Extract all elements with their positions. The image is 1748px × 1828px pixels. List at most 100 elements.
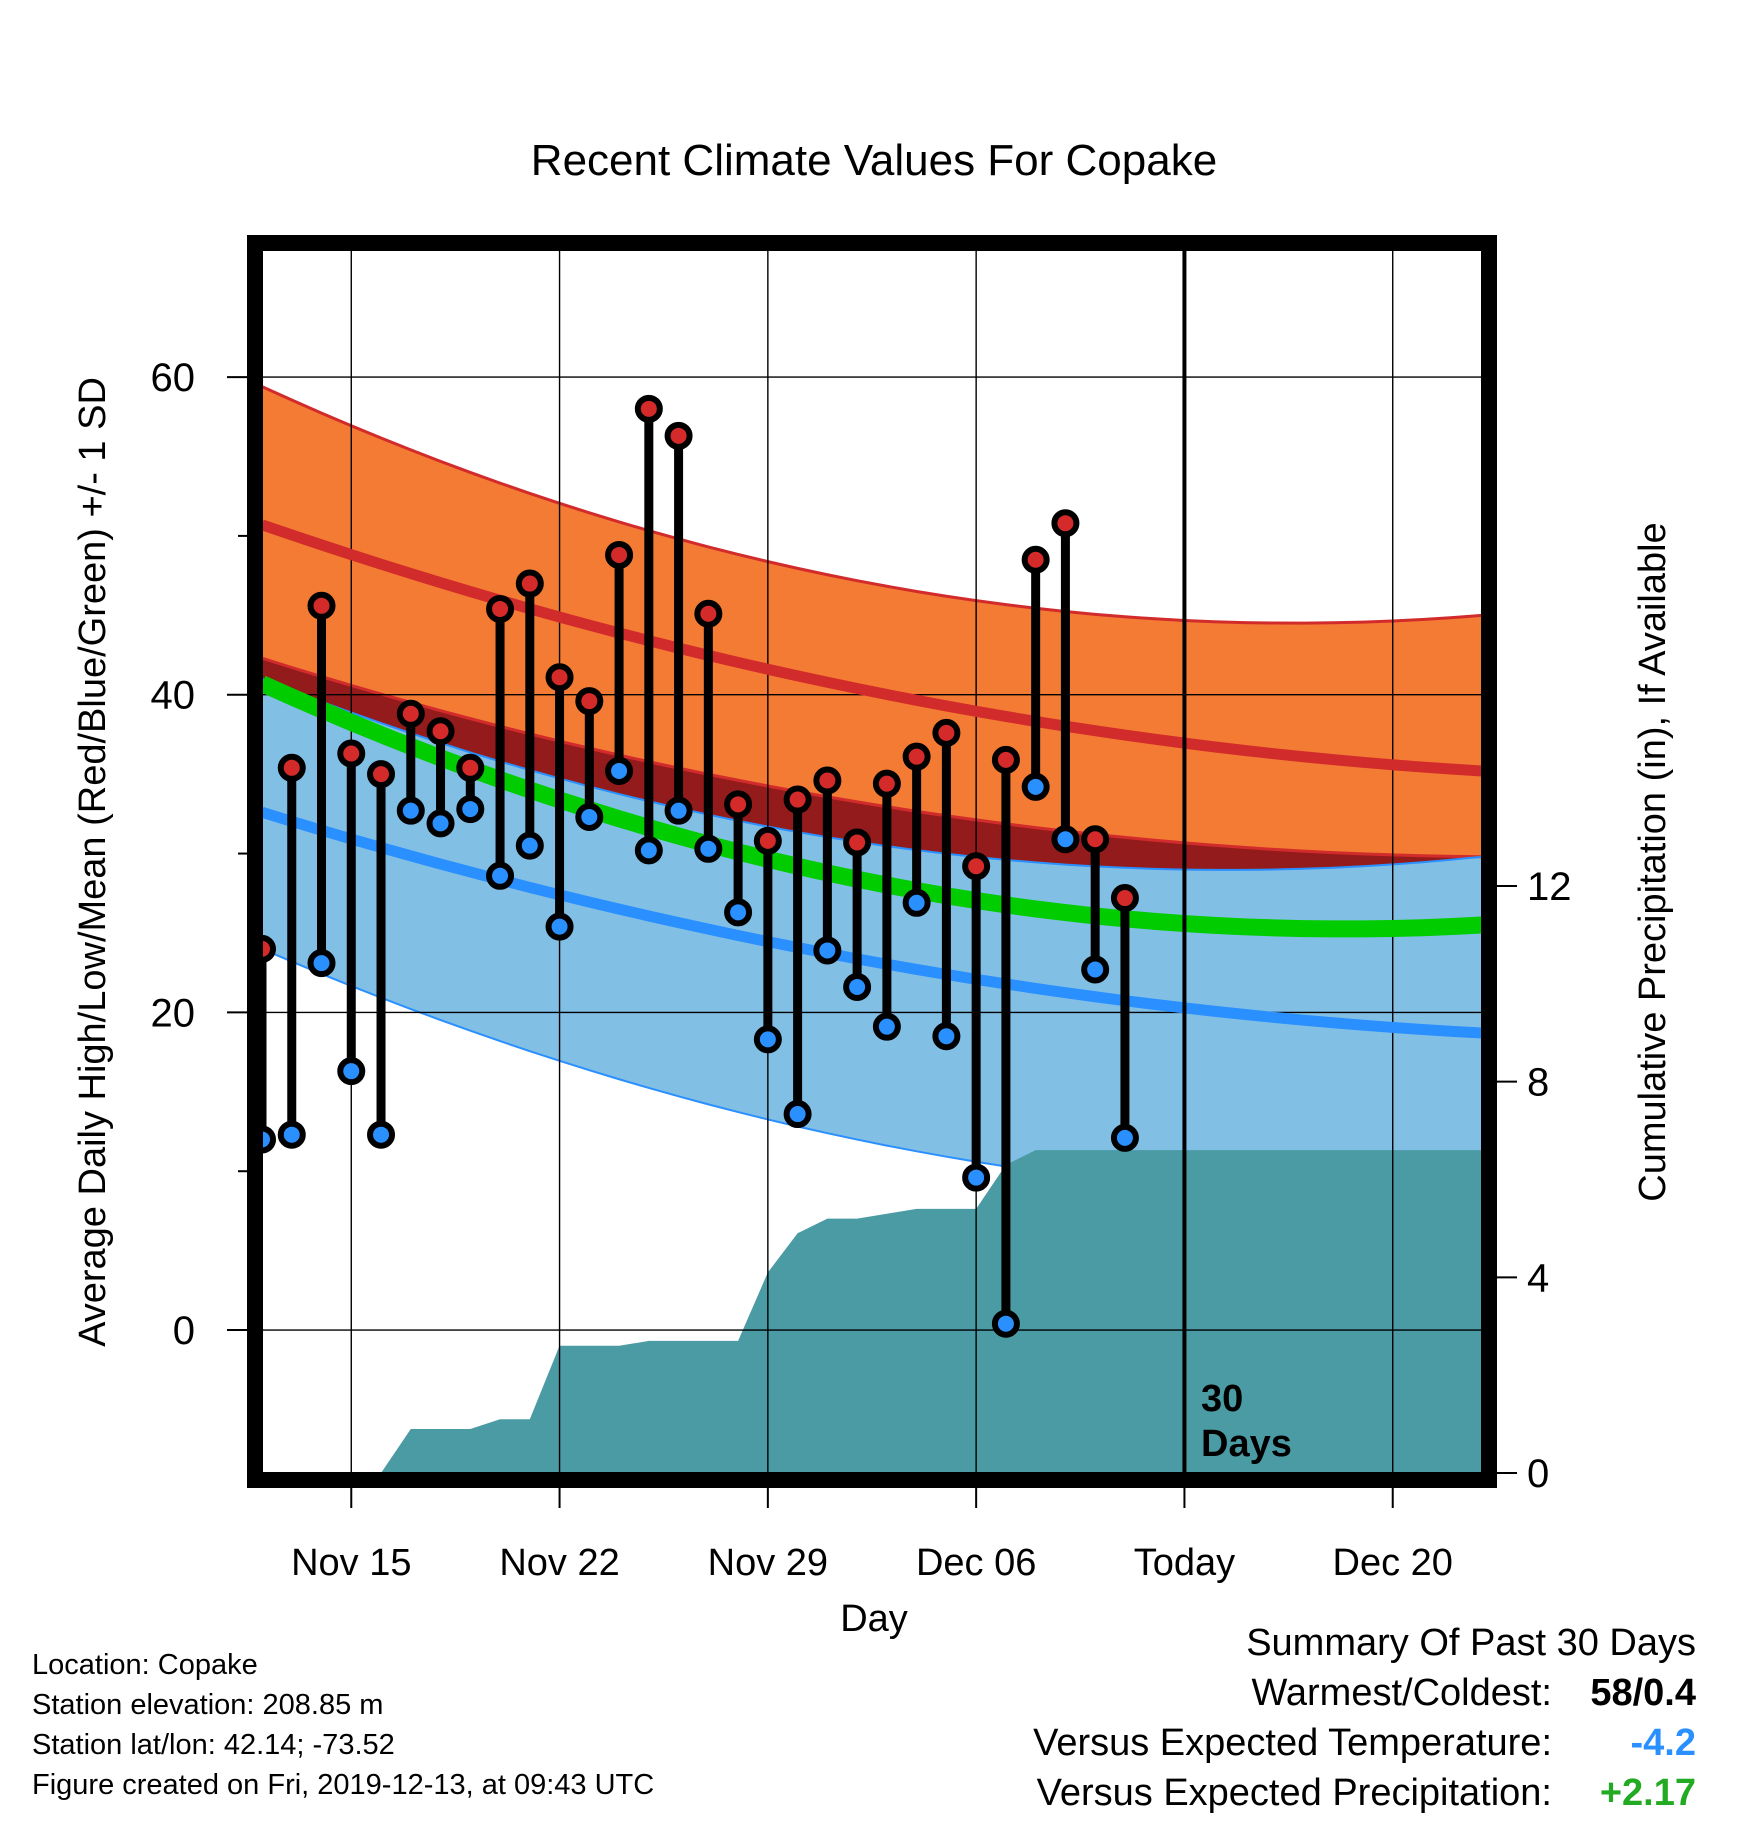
low-marker — [991, 1309, 1020, 1338]
y2-tick-label-4: 4 — [1527, 1256, 1549, 1300]
y-tick-label-0: 0 — [173, 1309, 195, 1353]
high-marker — [337, 739, 366, 768]
versus-precipitation-label: Versus Expected Precipitation: — [1036, 1772, 1552, 1814]
y2-tick-label-0: 0 — [1527, 1452, 1549, 1496]
high-marker — [426, 717, 455, 746]
low-marker — [694, 834, 723, 863]
low-marker — [902, 888, 931, 917]
high-marker — [843, 828, 872, 857]
low-upper-line — [262, 677, 1482, 871]
low-marker — [545, 912, 574, 941]
figure-created: Figure created on Fri, 2019-12-13, at 09… — [32, 1769, 655, 1801]
left-axis: 0 20 40 60 — [151, 356, 247, 1353]
low-marker — [277, 1120, 306, 1149]
low-marker — [515, 831, 544, 860]
low-marker — [783, 1100, 812, 1129]
low-marker — [396, 796, 425, 825]
day-observation — [724, 790, 753, 927]
high-marker — [1021, 545, 1050, 574]
high-marker — [753, 826, 782, 855]
day-observation — [932, 718, 961, 1051]
day-observation — [872, 769, 901, 1041]
y2-tick-label-8: 8 — [1527, 1061, 1549, 1105]
low-marker — [1110, 1123, 1139, 1152]
summary-row-temp: Versus Expected Temperature: -4.2 — [1033, 1718, 1696, 1768]
day-observation — [396, 699, 425, 825]
day-observation — [1081, 825, 1110, 984]
station-elevation: Station elevation: 208.85 m — [32, 1689, 384, 1721]
low-normal-line — [262, 807, 1482, 1039]
day-observation — [783, 785, 812, 1129]
high-marker — [277, 753, 306, 782]
y-axis-label: Average Daily High/Low/Mean (Red/Blue/Gr… — [72, 377, 114, 1347]
plot-area — [262, 250, 1482, 1473]
high-marker — [1081, 825, 1110, 854]
high-marker — [724, 790, 753, 819]
low-marker — [724, 898, 753, 927]
high-marker — [634, 394, 663, 423]
y2-tick-label-12: 12 — [1527, 865, 1572, 909]
low-marker — [1081, 955, 1110, 984]
high-marker — [307, 591, 336, 620]
low-marker — [1021, 772, 1050, 801]
summary-heading: Summary Of Past 30 Days — [1246, 1622, 1696, 1664]
day-observation — [575, 687, 604, 832]
x-tick-label-0: Nov 15 — [291, 1542, 411, 1584]
high-marker — [902, 742, 931, 771]
day-observation — [1051, 509, 1080, 854]
high-marker — [1051, 509, 1080, 538]
low-marker — [664, 796, 693, 825]
low-marker — [634, 836, 663, 865]
low-marker — [456, 795, 485, 824]
high-marker — [813, 766, 842, 795]
day-observation — [456, 753, 485, 824]
days-marker-count: 30 — [1201, 1378, 1243, 1420]
high-lower-line — [262, 656, 1482, 859]
high-marker — [664, 421, 693, 450]
low-marker — [575, 803, 604, 832]
low-marker — [1051, 825, 1080, 854]
y2-axis-label: Cumulative Precipitation (in), If Availa… — [1632, 522, 1674, 1201]
station-location: Location: Copake — [32, 1649, 258, 1681]
daily-observations — [262, 394, 1139, 1338]
high-marker — [545, 663, 574, 692]
high-normal-line — [262, 519, 1482, 777]
low-marker — [426, 809, 455, 838]
versus-precipitation-value: +2.17 — [1599, 1772, 1696, 1814]
overlap-band — [262, 658, 1482, 870]
low-marker — [813, 936, 842, 965]
low-marker — [337, 1057, 366, 1086]
day-observation — [694, 599, 723, 863]
day-observation — [1021, 545, 1050, 801]
high-marker — [262, 934, 276, 963]
versus-temperature-label: Versus Expected Temperature: — [1033, 1722, 1552, 1764]
plot-frame — [247, 235, 1497, 1488]
day-observation — [664, 421, 693, 825]
x-tick-label-3: Dec 06 — [916, 1542, 1036, 1584]
day-observation — [545, 663, 574, 941]
day-observation — [902, 742, 931, 917]
x-tick-label-5: Dec 20 — [1333, 1542, 1453, 1584]
summary-row-precip: Versus Expected Precipitation: +2.17 — [1033, 1768, 1696, 1818]
low-marker — [843, 972, 872, 1001]
day-observation — [605, 540, 634, 785]
high-marker — [694, 599, 723, 628]
low-marker — [932, 1022, 961, 1051]
high-marker — [1110, 884, 1139, 913]
high-marker — [932, 718, 961, 747]
day-observation — [843, 828, 872, 1001]
day-observation — [486, 594, 515, 890]
low-marker — [753, 1025, 782, 1054]
summary-row-warmest-coldest: Warmest/Coldest: 58/0.4 — [1033, 1668, 1696, 1718]
high-marker — [486, 594, 515, 623]
x-axis-label: Day — [840, 1598, 908, 1640]
high-marker — [456, 753, 485, 782]
day-observation — [753, 826, 782, 1054]
day-observation — [262, 934, 276, 1154]
station-info: Location: Copake Station elevation: 208.… — [32, 1645, 654, 1805]
low-marker — [307, 949, 336, 978]
day-observation — [307, 591, 336, 978]
station-latlon: Station lat/lon: 42.14; -73.52 — [32, 1729, 395, 1761]
summary-panel: Summary Of Past 30 Days Warmest/Coldest:… — [1033, 1618, 1696, 1818]
